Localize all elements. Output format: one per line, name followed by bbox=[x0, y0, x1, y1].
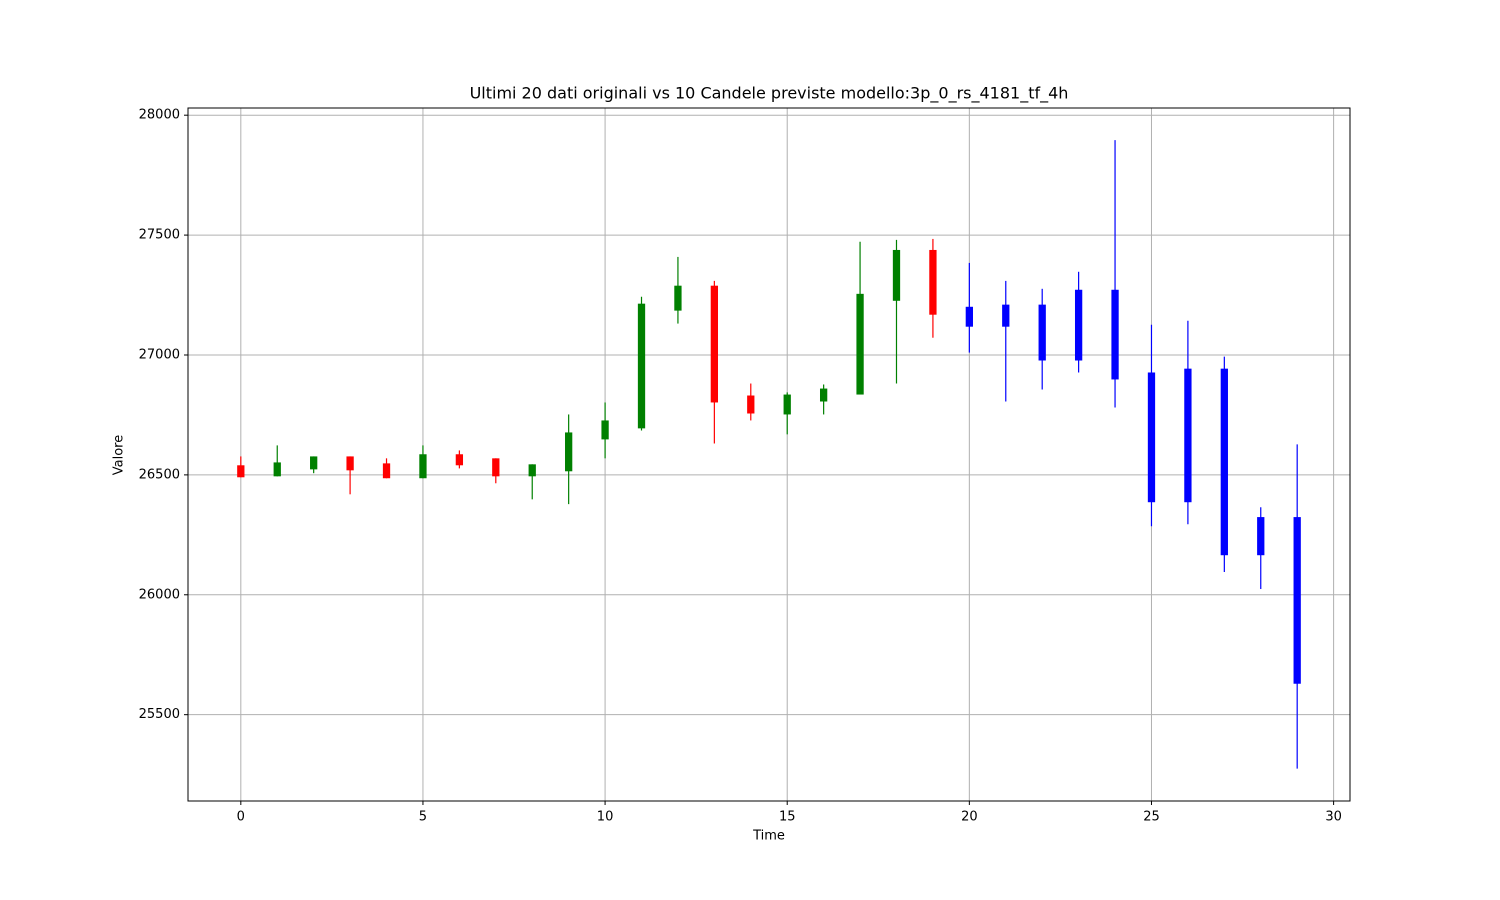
candle-body bbox=[565, 432, 573, 472]
axes-frame bbox=[187, 107, 1351, 802]
plot-area: 0 5 10 15 20 25 30 25500 26000 26500 27000 27500 280… bbox=[139, 108, 1350, 825]
candle-body bbox=[965, 306, 973, 327]
candle-body bbox=[637, 303, 646, 429]
candle-body bbox=[419, 454, 427, 479]
candle-body bbox=[1074, 289, 1083, 361]
x-tick-label: 10 bbox=[597, 810, 614, 825]
candle-body bbox=[1184, 368, 1192, 503]
candle-body bbox=[1038, 304, 1046, 361]
candle-body bbox=[455, 454, 464, 466]
y-tick-label: 27500 bbox=[139, 228, 180, 243]
x-tick-label: 25 bbox=[1143, 810, 1160, 825]
candle-body bbox=[601, 420, 609, 440]
candle-body bbox=[1111, 289, 1119, 380]
candle-body bbox=[747, 395, 755, 414]
candle-body bbox=[273, 462, 281, 477]
candle-body bbox=[892, 249, 901, 301]
candle-body bbox=[1257, 517, 1265, 556]
y-tick-label: 25500 bbox=[139, 707, 180, 722]
candle-body bbox=[1147, 372, 1156, 503]
x-tick-label: 30 bbox=[1325, 810, 1342, 825]
candle-body bbox=[382, 463, 391, 479]
y-tick-label: 27000 bbox=[139, 347, 180, 362]
candle-body bbox=[710, 285, 719, 403]
x-tick-label: 15 bbox=[779, 810, 796, 825]
chart-title: Ultimi 20 dati originali vs 10 Candele p… bbox=[470, 84, 1069, 104]
y-tick-label: 26000 bbox=[139, 587, 180, 602]
candle-body bbox=[929, 249, 937, 315]
candle-body bbox=[346, 456, 354, 471]
x-tick-label: 20 bbox=[961, 810, 978, 825]
x-axis-label: Time bbox=[752, 829, 785, 844]
y-axis-label: Valore bbox=[112, 435, 127, 475]
candle-body bbox=[819, 388, 828, 402]
candle-body bbox=[856, 293, 864, 395]
y-tick-label: 28000 bbox=[139, 108, 180, 123]
candle-body bbox=[783, 394, 791, 415]
candle-body bbox=[492, 458, 500, 477]
candle-body bbox=[237, 465, 245, 478]
candle-body bbox=[1293, 517, 1301, 684]
candle-body bbox=[674, 285, 682, 311]
candle-body bbox=[1220, 368, 1228, 556]
x-tick-label: 0 bbox=[237, 810, 245, 825]
y-tick-label: 26500 bbox=[139, 467, 180, 482]
candle-body bbox=[1002, 304, 1010, 327]
candle-body bbox=[310, 456, 318, 470]
candle-body bbox=[528, 464, 536, 477]
x-tick-label: 5 bbox=[419, 810, 427, 825]
